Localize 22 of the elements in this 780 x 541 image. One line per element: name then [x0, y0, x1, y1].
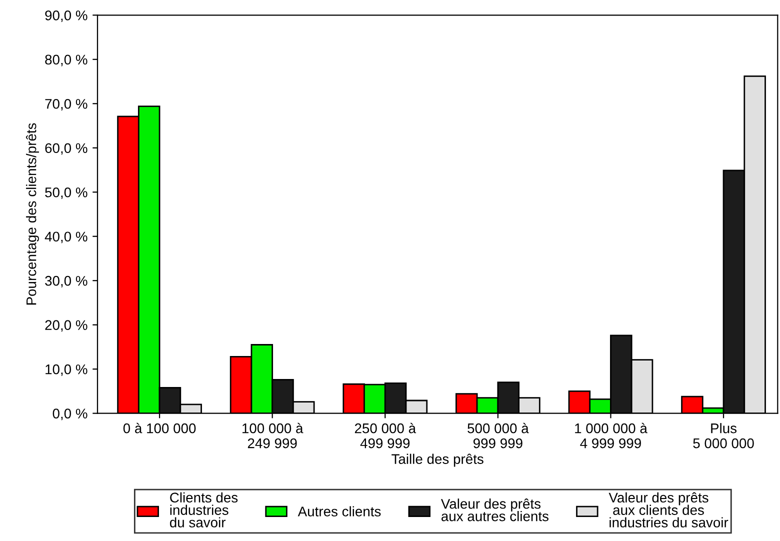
legend-label: Valeur des prêts aux autres clients	[440, 498, 548, 522]
x-tick-label: 100 000 à 249 999	[242, 422, 304, 448]
y-tick-label: 60,0 %	[45, 143, 88, 155]
legend-label: Valeur des prêts aux clients des industries du savoir	[608, 492, 728, 528]
y-tick-label: 30,0 %	[45, 276, 88, 288]
x-tick-label: 500 000 à 999 999	[468, 422, 529, 448]
y-tick-label: 50,0 %	[45, 187, 88, 199]
legend-label: Autres clients	[298, 506, 381, 516]
y-tick-label: 90,0 %	[45, 10, 88, 22]
y-tick-label: 0,0 %	[52, 408, 88, 420]
x-tick-label: 250 000 à 499 999	[354, 422, 416, 448]
y-tick-label: 40,0 %	[44, 232, 88, 244]
y-tick-label: 70,0 %	[45, 98, 88, 110]
x-tick-label: Plus 5 000 000	[693, 423, 754, 448]
x-axis-title: Taille des prêts	[392, 454, 484, 467]
y-axis-title: Pourcentage des clients/prêts	[26, 123, 39, 305]
legend-label: Clients des industries du savoir	[170, 492, 238, 528]
y-tick-label: 20,0 %	[45, 320, 88, 332]
x-tick-label: 1 000 000 à 4 999 999	[575, 422, 648, 448]
y-tick-label: 80,0 %	[45, 54, 88, 66]
y-tick-label: 10,0 %	[46, 364, 88, 376]
x-tick-label: 0 à 100 000	[123, 422, 196, 434]
